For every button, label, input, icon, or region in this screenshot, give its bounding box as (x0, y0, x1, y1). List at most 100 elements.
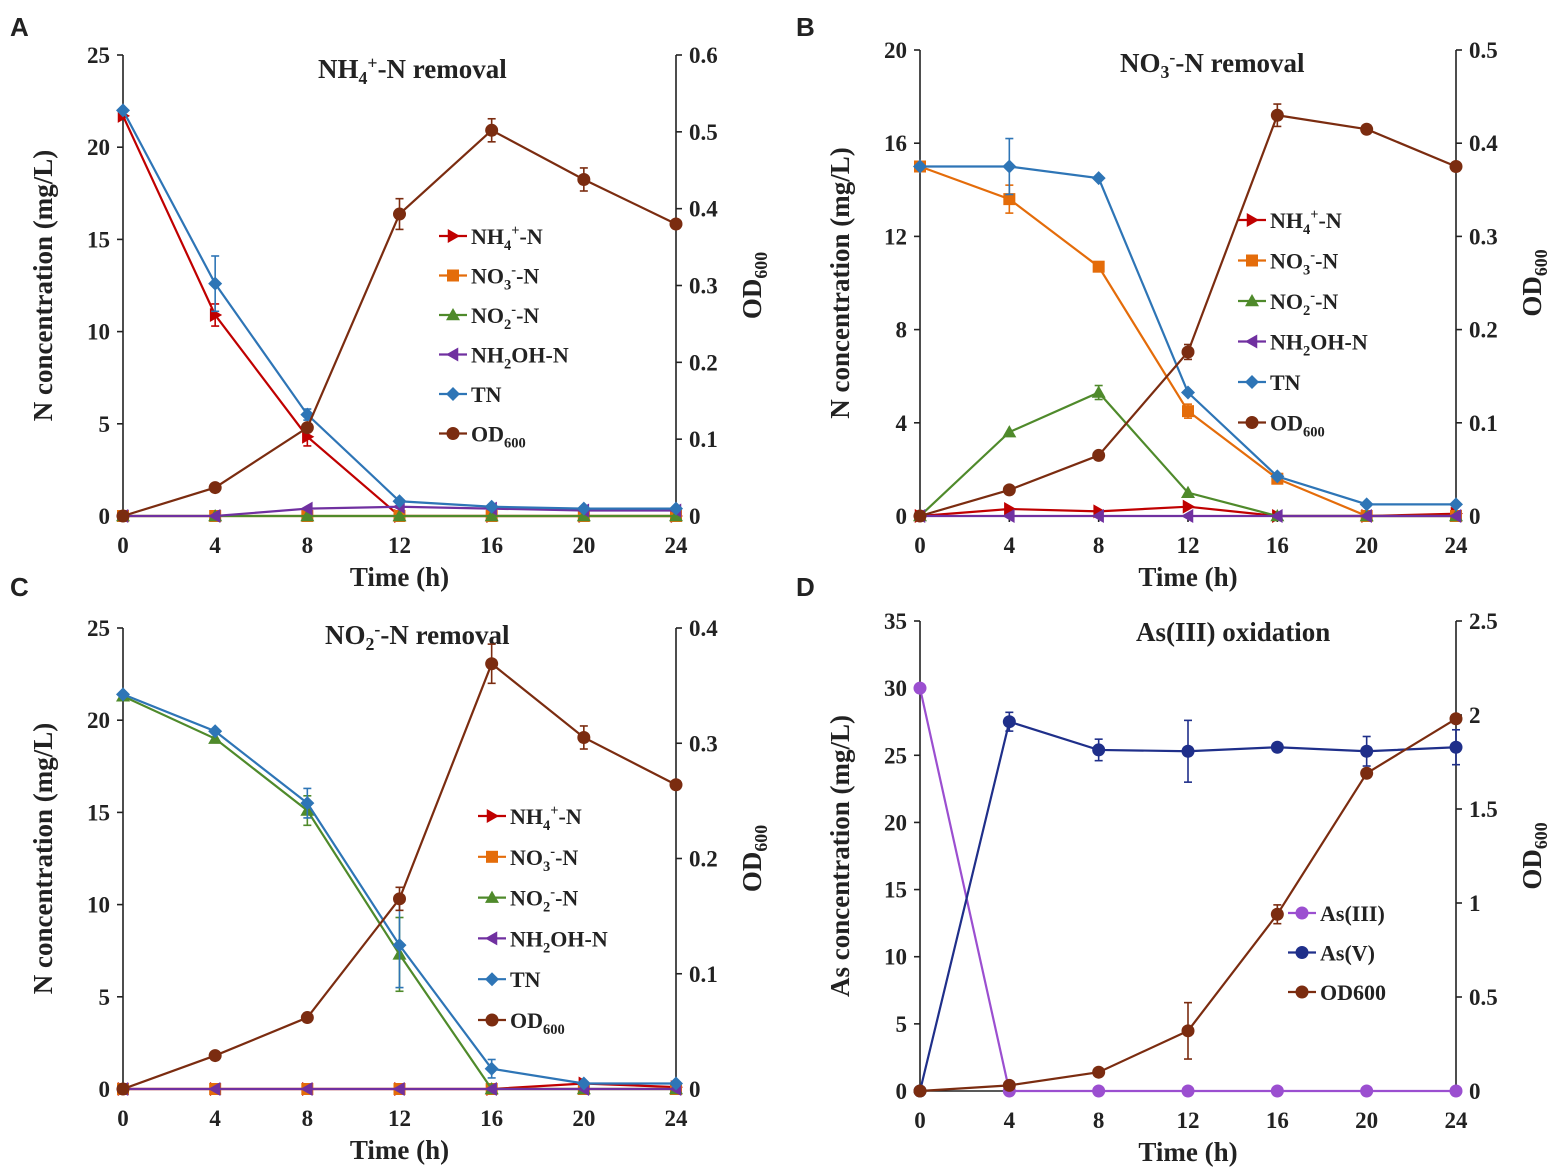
legend-label: NO2--N (510, 885, 578, 916)
data-point (669, 217, 683, 231)
legend-marker (1295, 985, 1309, 999)
legend-label: TN (471, 382, 502, 407)
legend-label-part-2: + (511, 223, 519, 239)
legend-label: As(III) (1320, 901, 1385, 926)
legend-label-part-0: OD600 (1320, 980, 1386, 1005)
legend-label-part-1: 4 (1303, 222, 1310, 238)
data-point (913, 509, 927, 523)
y-tick-label: 4 (896, 411, 908, 436)
legend-label-part-2: OH-N (1310, 330, 1368, 355)
data-point (913, 1084, 927, 1098)
data-point (300, 1082, 313, 1096)
legend-marker (1245, 294, 1259, 307)
y-tick-label: 25 (884, 743, 907, 768)
data-point (484, 499, 499, 514)
legend-label-part-1: 2 (543, 900, 550, 916)
legend-item: NO2--N (478, 885, 578, 916)
legend-item: NH4+-N (1238, 207, 1342, 238)
x-tick-label: 24 (1445, 533, 1469, 558)
data-point (116, 1082, 130, 1096)
chart-title-part-0: As(III) oxidation (1136, 617, 1330, 647)
data-point (1002, 425, 1017, 438)
x-tick-label: 0 (914, 533, 926, 558)
data-point (392, 509, 407, 522)
x-tick-label: 20 (572, 1106, 595, 1131)
data-point (393, 207, 406, 221)
legend-label-part-1: 600 (504, 436, 526, 452)
data-point (300, 421, 314, 435)
legend-label: NH4+-N (510, 803, 582, 834)
legend-label-part-0: As(III) (1320, 901, 1385, 926)
legend-label-part-2: - (1310, 288, 1315, 304)
y2-axis-title: OD600 (737, 825, 771, 892)
data-point (1270, 108, 1284, 122)
y2-tick-label: 0.6 (689, 43, 718, 68)
legend-label-part-3: -N (555, 845, 578, 870)
y-tick-label: 10 (87, 893, 110, 918)
data-point (669, 501, 683, 516)
legend-label-part-0: OD (1270, 411, 1303, 436)
series-line (919, 114, 1457, 518)
legend-marker (1245, 375, 1259, 389)
legend-marker (446, 427, 460, 440)
data-point (300, 1011, 314, 1025)
y2-tick-label: 0.2 (689, 847, 718, 872)
legend-label-part-0: NO (471, 264, 504, 289)
legend-item: OD600 (1238, 411, 1325, 441)
x-tick-label: 16 (1266, 1108, 1289, 1133)
data-point (1181, 744, 1195, 758)
data-point (484, 1061, 499, 1076)
y-axis-title: N concentration (mg/L) (825, 147, 855, 418)
y2-tick-label: 0.5 (689, 120, 718, 145)
series-line (122, 115, 676, 518)
data-point (208, 1049, 222, 1063)
legend-label-part-2: + (550, 803, 558, 819)
data-point (208, 276, 223, 291)
legend-label-part-2: - (1310, 248, 1315, 264)
legend-label-part-1: 3 (1303, 263, 1310, 279)
x-tick-label: 16 (480, 533, 503, 558)
chart-title: NO3--N removal (1120, 47, 1305, 82)
x-axis-title: Time (h) (350, 562, 449, 592)
data-point (392, 938, 407, 953)
series-TN (913, 137, 1463, 512)
data-point (300, 501, 313, 516)
chart-title-part-2: - (374, 619, 380, 639)
panel-d: D 0 5 10 15 20 25 30 35 0 0.5 1 1.5 2 2.5 0 4 8 12 16 20 24 Ti… (796, 572, 1551, 1167)
legend-item: As(III) (1288, 901, 1385, 926)
chart-title-part-0: NO (1120, 48, 1161, 78)
data-point (1270, 469, 1285, 484)
legend-label-part-2: - (511, 302, 516, 318)
legend-label-part-2: OH-N (511, 343, 569, 368)
legend-label-part-1: 3 (543, 859, 550, 875)
legend-item: OD600 (1288, 980, 1386, 1005)
x-tick-label: 16 (1266, 533, 1289, 558)
x-tick-label: 0 (117, 533, 129, 558)
y2-tick-label: 0 (1469, 1079, 1481, 1104)
y2-axis-title: OD600 (737, 252, 771, 319)
y-tick-label: 10 (87, 320, 110, 345)
legend-marker (446, 347, 459, 362)
y-tick-label: 25 (87, 616, 110, 641)
x-tick-label: 12 (388, 533, 411, 558)
legend-label-part-1: 3 (504, 278, 511, 294)
x-tick-label: 12 (1177, 1108, 1200, 1133)
data-point (116, 103, 130, 118)
data-point (392, 1082, 405, 1096)
y-tick-label: 10 (884, 945, 907, 970)
data-point (1270, 740, 1284, 754)
legend-label-part-0: TN (510, 967, 541, 992)
panel-a: A 0 5 10 15 20 25 0 0.1 0.2 0.3 0.4 0.5 0.6 0 4 8 12 16 20 2… (10, 12, 771, 592)
y2-axis-title-part-0: OD (737, 279, 767, 320)
series-NO3--N (914, 160, 1462, 522)
y-tick-label: 15 (884, 878, 907, 903)
y2-tick-label: 2.5 (1469, 609, 1498, 634)
y-tick-label: 25 (87, 43, 110, 68)
y2-axis-title-part-0: OD (1517, 276, 1547, 317)
y2-axis-title: OD600 (1517, 249, 1551, 316)
data-point (1360, 1084, 1374, 1098)
y2-tick-label: 0 (1469, 504, 1481, 529)
legend-label-part-0: TN (1270, 370, 1301, 395)
x-tick-label: 24 (1445, 1108, 1469, 1133)
